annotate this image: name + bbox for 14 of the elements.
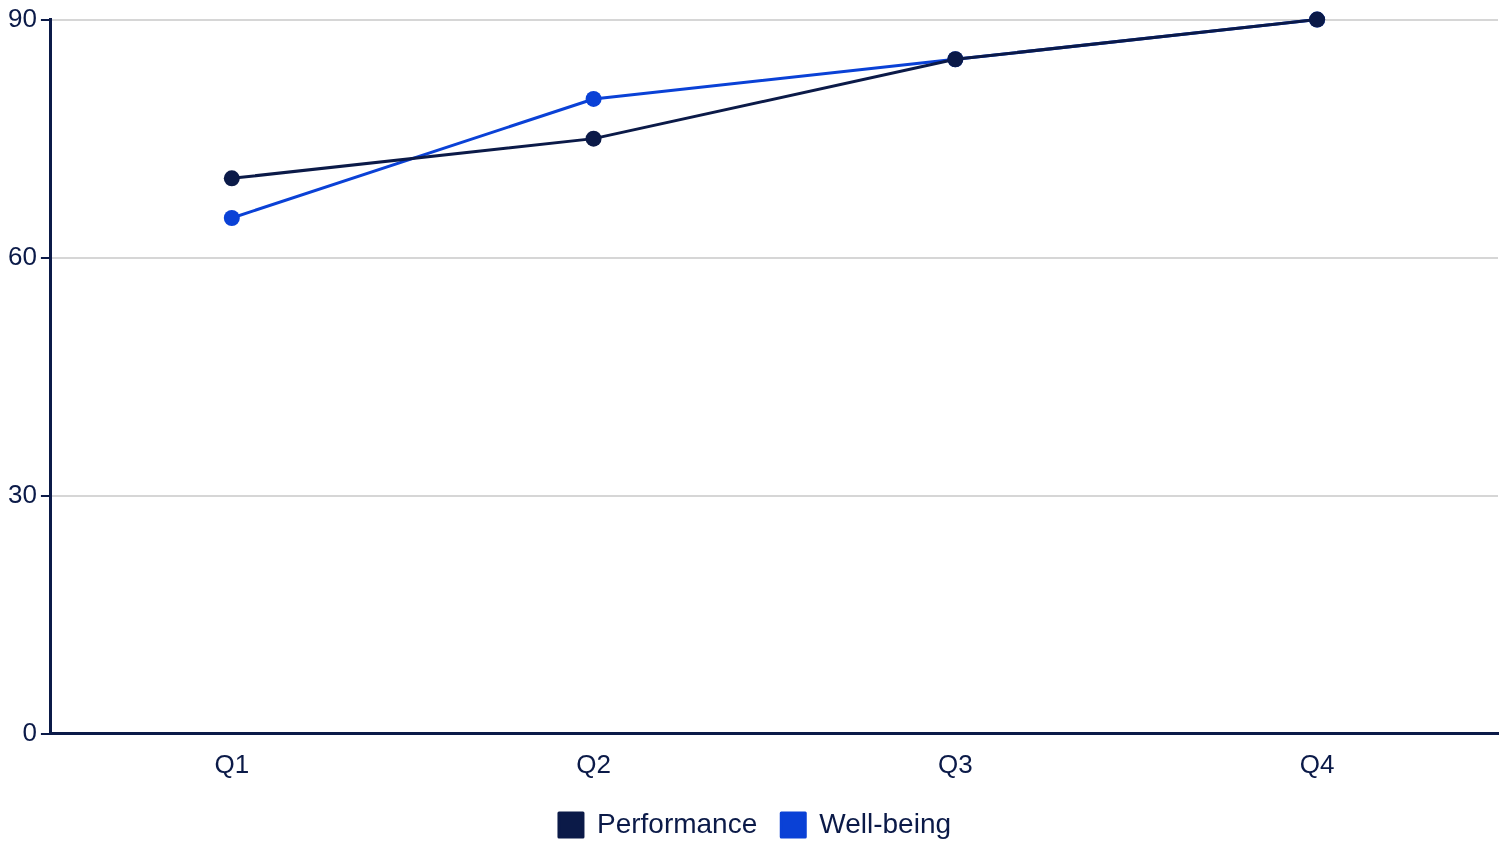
legend-label: Well-being — [819, 807, 952, 839]
y-tick-label: 60 — [8, 240, 37, 271]
point — [223, 209, 240, 226]
y-tick-label: 30 — [8, 478, 37, 509]
point — [585, 90, 602, 107]
y-tick-label: 0 — [22, 716, 37, 747]
x-tick-label: Q3 — [938, 748, 973, 779]
y-tick-label: 90 — [8, 2, 37, 33]
point — [223, 170, 240, 187]
x-tick-label: Q2 — [576, 748, 611, 779]
legend-label: Performance — [596, 807, 758, 839]
x-tick-label: Q4 — [1299, 748, 1335, 779]
point — [585, 130, 602, 147]
x-tick-label: Q1 — [214, 748, 250, 779]
